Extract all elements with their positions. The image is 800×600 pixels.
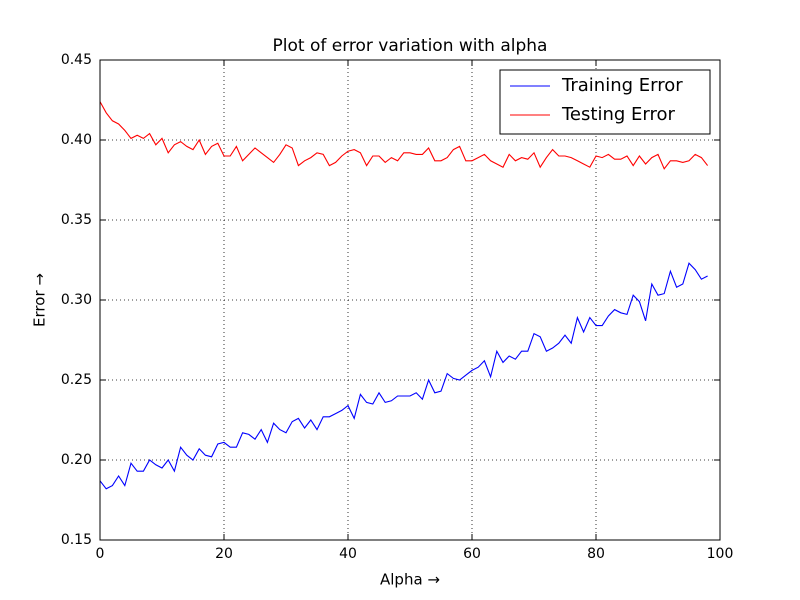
x-tick-label: 100 <box>707 546 734 562</box>
legend-box <box>499 69 711 135</box>
series-line <box>99 101 709 170</box>
x-tick-label: 0 <box>96 546 105 562</box>
x-axis-label: Alpha → <box>380 571 440 589</box>
legend-label: Training Error <box>561 75 683 96</box>
series-line <box>99 262 708 490</box>
y-tick-label: 0.30 <box>61 292 92 308</box>
y-tick-label: 0.15 <box>61 532 92 548</box>
x-tick-label: 80 <box>587 546 605 562</box>
y-tick-label: 0.35 <box>61 212 92 228</box>
y-tick-label: 0.20 <box>61 452 92 468</box>
y-tick-label: 0.45 <box>61 52 92 68</box>
chart-title: Plot of error variation with alpha <box>273 36 548 56</box>
plot-frame <box>99 59 721 541</box>
legend-label: Testing Error <box>561 104 675 125</box>
x-tick-label: 20 <box>215 546 233 562</box>
y-tick-label: 0.25 <box>61 372 92 388</box>
y-axis-label: Error → <box>31 273 49 327</box>
x-tick-label: 40 <box>339 546 357 562</box>
y-tick-label: 0.40 <box>61 132 92 148</box>
x-tick-label: 60 <box>463 546 481 562</box>
